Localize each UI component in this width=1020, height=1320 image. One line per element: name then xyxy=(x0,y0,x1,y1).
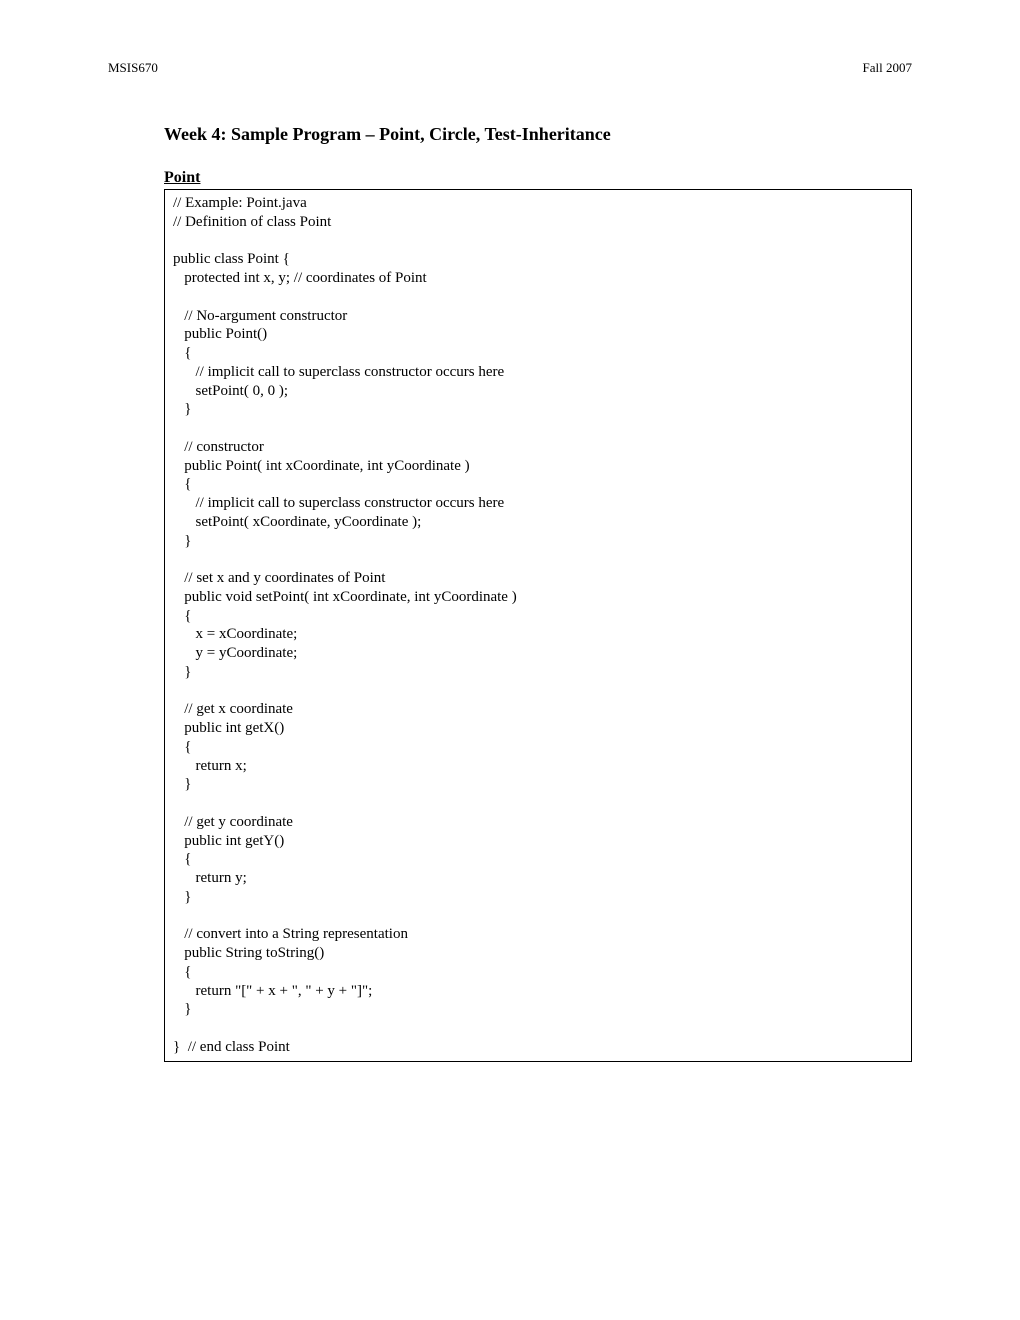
page-header: MSIS670 Fall 2007 xyxy=(108,60,912,76)
header-right: Fall 2007 xyxy=(863,60,912,76)
page-title: Week 4: Sample Program – Point, Circle, … xyxy=(164,124,912,145)
code-listing: // Example: Point.java // Definition of … xyxy=(164,189,912,1062)
header-left: MSIS670 xyxy=(108,60,158,76)
section-title: Point xyxy=(164,169,912,187)
